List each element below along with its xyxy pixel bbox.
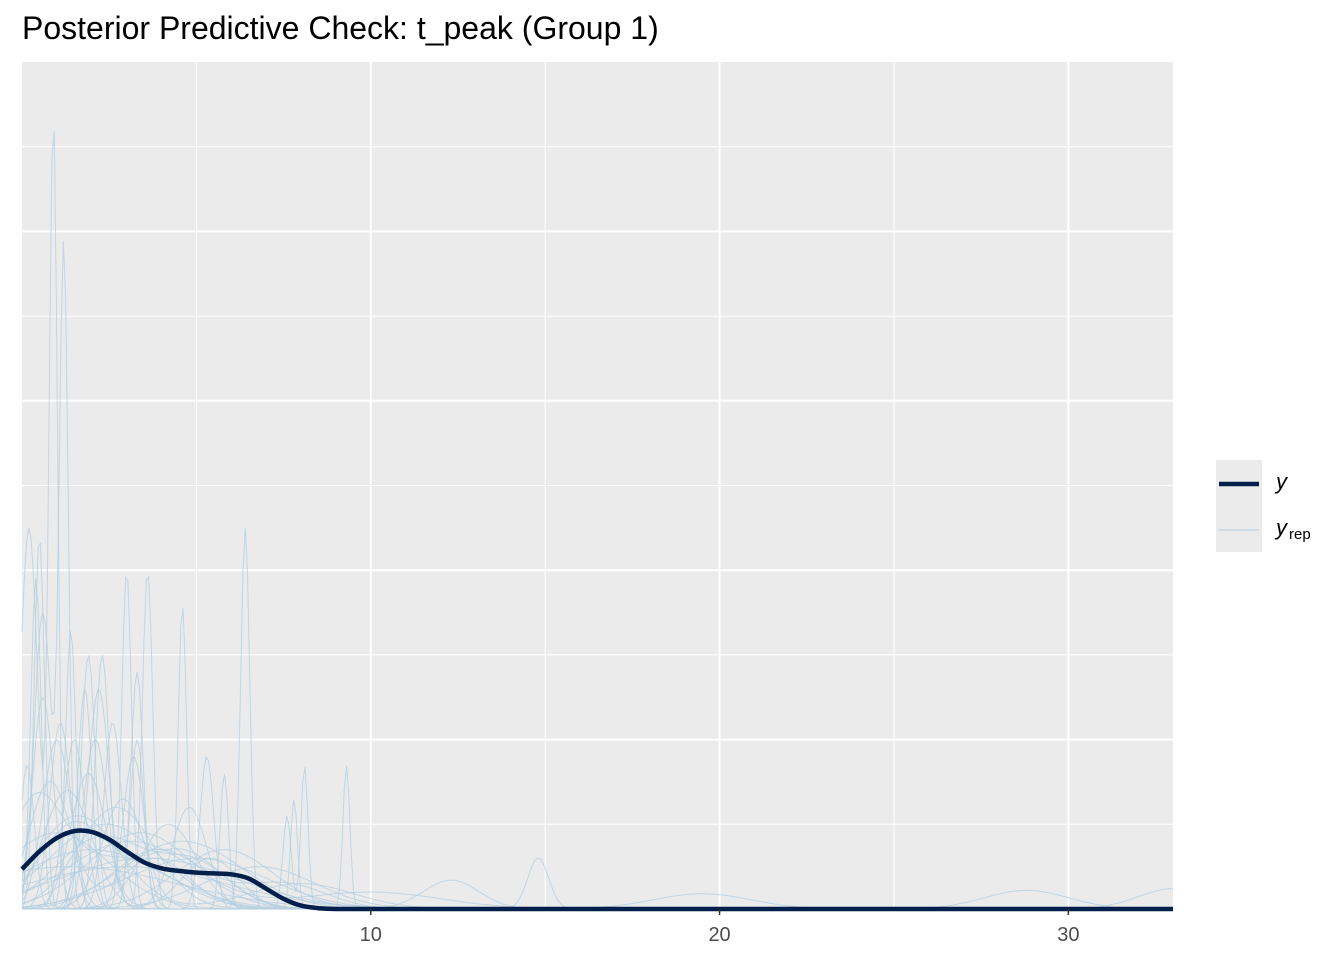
legend-key-background	[1216, 460, 1262, 552]
major-gridlines	[22, 62, 1173, 909]
x-tick-label: 30	[1057, 924, 1079, 946]
x-axis: 10 20 30	[360, 909, 1079, 946]
legend: y y rep	[1216, 460, 1311, 552]
legend-label-y: y	[1274, 469, 1289, 494]
x-tick-label: 10	[360, 924, 382, 946]
chart-title: Posterior Predictive Check: t_peak (Grou…	[22, 10, 659, 46]
legend-label-yrep-base: y	[1274, 515, 1289, 540]
minor-gridlines	[22, 62, 1173, 909]
x-tick-label: 20	[708, 924, 730, 946]
legend-label-yrep-subscript: rep	[1289, 526, 1311, 543]
legend-label-yrep: y rep	[1274, 515, 1311, 543]
